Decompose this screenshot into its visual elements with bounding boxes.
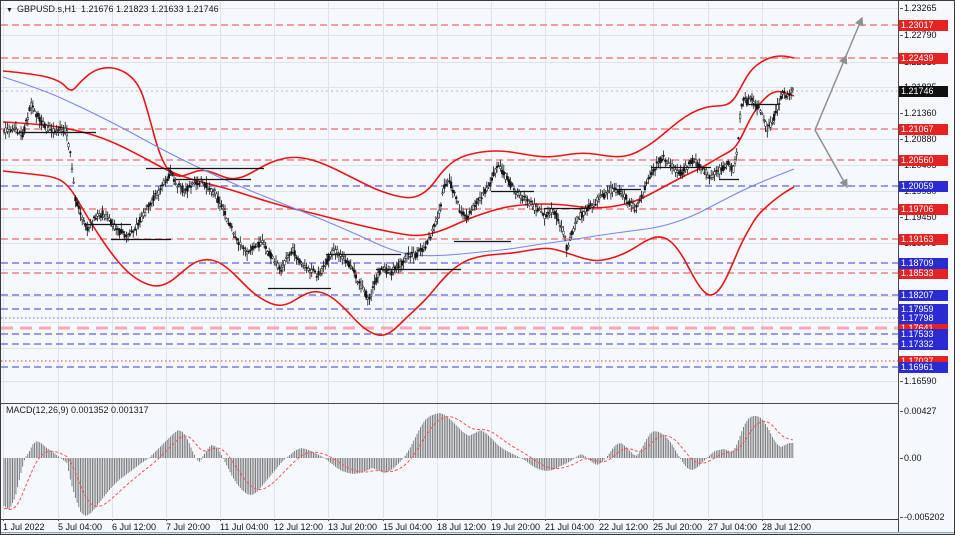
macd-axis-label: 0.00 <box>900 453 922 463</box>
macd-histogram <box>3 413 794 516</box>
time-axis-label: 15 Jul 04:00 <box>383 519 433 532</box>
time-axis-label: 11 Jul 04:00 <box>220 519 269 532</box>
time-axis-label: 22 Jul 12:00 <box>599 519 649 532</box>
time-axis-label: 12 Jul 12:00 <box>274 519 324 532</box>
level-price-badge: 1.19706 <box>899 203 948 215</box>
time-axis-label: 21 Jul 04:00 <box>545 519 595 532</box>
band-middle-line <box>2 90 795 237</box>
level-price-badge: 1.17798 <box>899 312 948 324</box>
time-axis-label: 6 Jul 12:00 <box>112 519 157 532</box>
macd-axis-label: 0.00427 <box>900 406 937 416</box>
level-price-badge: 1.19163 <box>899 233 948 245</box>
level-price-badge: 1.21067 <box>899 123 948 135</box>
time-axis-label: 25 Jul 20:00 <box>653 519 703 532</box>
level-price-badge: 1.17332 <box>899 338 948 350</box>
level-price-badge: 1.18533 <box>899 267 948 279</box>
time-axis-label: 18 Jul 12:00 <box>437 519 487 532</box>
symbol-period-label: GBPUSD.s,H1 <box>16 4 76 14</box>
level-price-badge: 1.18207 <box>899 289 948 301</box>
level-price-badge: 1.17959 <box>899 303 948 315</box>
price-axis-label: 1.20880 <box>900 134 937 144</box>
price-axis-label: 1.16590 <box>900 376 937 386</box>
price-axis-label: 1.23265 <box>900 3 937 13</box>
projection-arrow-up[interactable] <box>814 16 864 131</box>
level-price-badge: 1.20059 <box>899 180 948 192</box>
level-price-badge: 1.18709 <box>899 257 948 269</box>
level-price-badge: 1.20560 <box>899 154 948 166</box>
level-price-badge: 1.17037 <box>899 355 948 367</box>
time-axis-label: 28 Jul 12:00 <box>762 519 812 532</box>
price-axis-label: 1.19450 <box>900 212 937 222</box>
band-lower-line <box>2 170 795 337</box>
window-bottom-edge <box>1 532 954 534</box>
level-price-badge: 1.23017 <box>899 19 948 31</box>
ma-blue-line <box>2 76 795 257</box>
chart-title: ▼ GBPUSD.s,H1 1.21676 1.21823 1.21633 1.2… <box>6 4 219 14</box>
time-scale[interactable]: 1 Jul 2022 5 Jul 04:00 6 Jul 12:00 7 Jul 20… <box>1 519 898 532</box>
macd-signal-line <box>3 416 793 510</box>
time-axis-label: 27 Jul 04:00 <box>708 519 758 532</box>
time-axis-label: 5 Jul 04:00 <box>58 519 103 532</box>
current-price-badge: 1.21746 <box>899 85 948 97</box>
band-upper-line <box>2 55 795 199</box>
chart-canvas[interactable] <box>1 1 898 519</box>
level-price-badge: 1.17641 <box>899 322 948 334</box>
ohlc-values: 1.21676 1.21823 1.21633 1.21746 <box>80 4 219 14</box>
price-axis-label: 1.21360 <box>900 108 937 118</box>
time-axis-label: 7 Jul 20:00 <box>166 519 211 532</box>
macd-axis-label: -0.005202 <box>900 512 945 522</box>
macd-indicator-label: MACD(12,26,9) 0.001352 0.001317 <box>6 405 149 415</box>
symbol-dropdown-icon[interactable]: ▼ <box>6 7 13 14</box>
level-price-badge: 1.17533 <box>899 328 948 340</box>
level-price-badge: 1.16961 <box>899 361 948 373</box>
time-axis-label: 1 Jul 2022 <box>3 519 45 532</box>
level-price-badge: 1.22439 <box>899 52 948 64</box>
projection-arrow-down[interactable] <box>814 129 848 189</box>
time-axis-label: 13 Jul 20:00 <box>328 519 378 532</box>
price-axis-label: 1.22790 <box>900 30 937 40</box>
time-axis-label: 19 Jul 20:00 <box>491 519 541 532</box>
price-scale[interactable]: 1.232651.227901.223101.218351.213601.208… <box>898 1 954 532</box>
